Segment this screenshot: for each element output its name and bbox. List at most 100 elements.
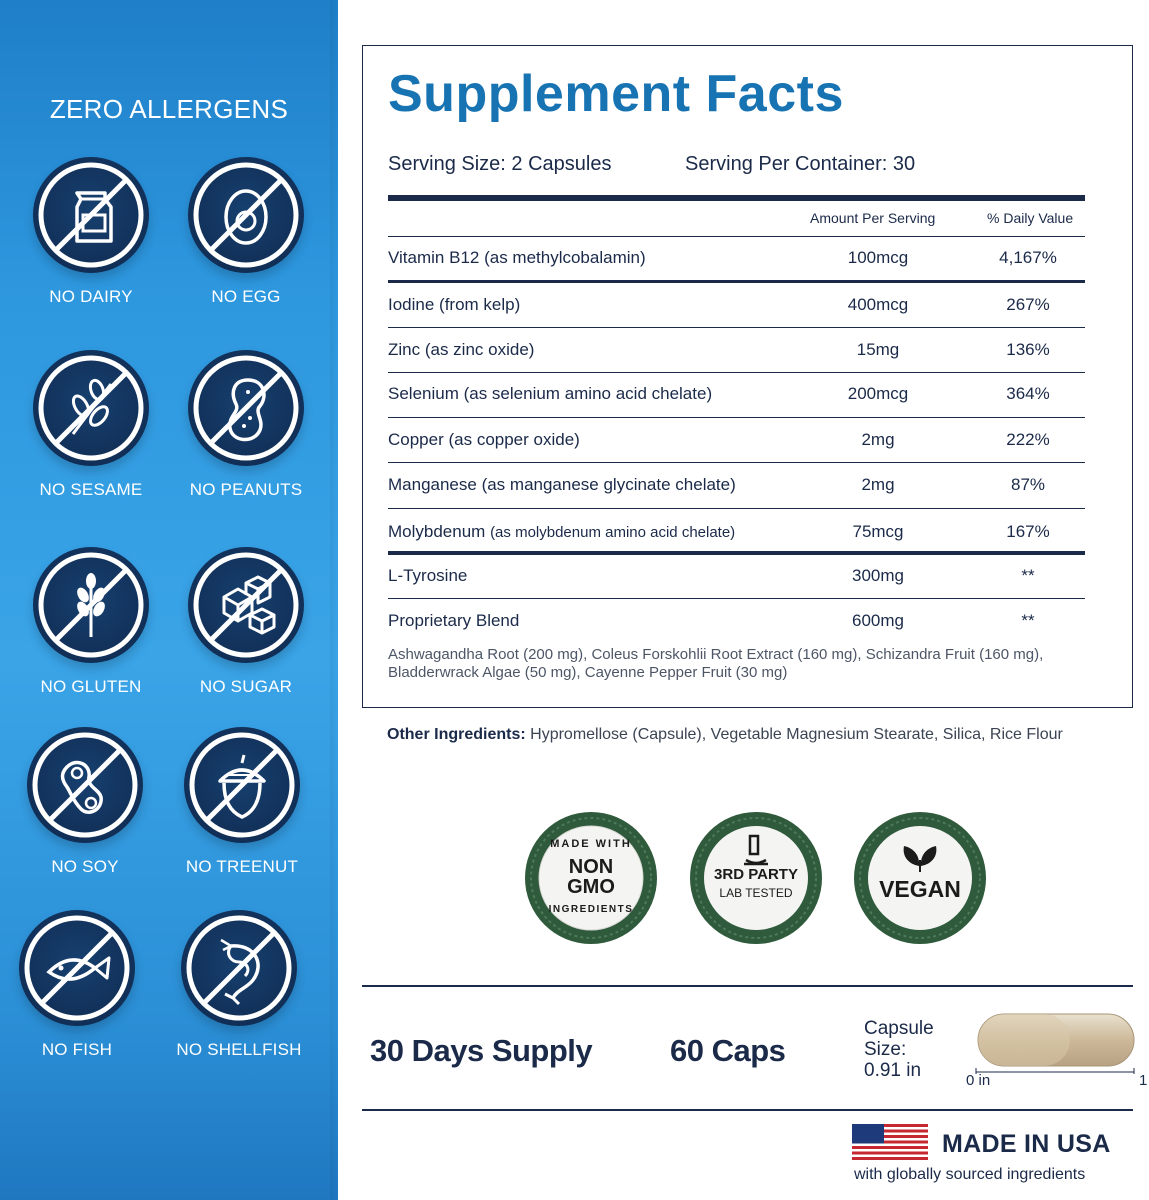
nutrient-amount: 300mg — [852, 566, 904, 585]
divider — [362, 1109, 1133, 1111]
nutrient-amount: 400mcg — [847, 295, 909, 314]
nutrient-name-wrap: Molybdenum (as molybdenum amino acid che… — [388, 522, 735, 542]
servings-per-container: Serving Per Container: 30 — [685, 153, 916, 175]
shrimp-icon — [181, 910, 297, 1026]
nutrient-daily-value: 4,167% — [999, 248, 1057, 267]
capsule-image — [975, 1013, 1135, 1074]
wheat-icon — [33, 547, 149, 663]
facts-row: Molybdenum (as molybdenum amino acid che… — [388, 522, 1085, 567]
sesame-icon — [33, 350, 149, 466]
proprietary-blend-description: Ashwagandha Root (200 mg), Coleus Forsko… — [388, 646, 1044, 681]
egg-icon — [188, 157, 304, 273]
nutrient-amount: 100mcg — [847, 248, 909, 267]
divider-thick — [388, 195, 1085, 201]
nutrient-name: Vitamin B12 (as methylcobalamin) — [388, 248, 646, 267]
seal-bottom-arc: INGREDIENTS — [548, 904, 634, 915]
milk-carton-icon — [33, 157, 149, 273]
allergen-label: NO TREENUT — [185, 857, 299, 876]
divider — [388, 462, 1085, 463]
facts-row: Manganese (as manganese glycinate chelat… — [388, 475, 1085, 520]
facts-row: Proprietary Blend 600mg ** — [388, 611, 1085, 656]
nutrient-daily-value: 267% — [1006, 295, 1050, 314]
nutrient-daily-value: ** — [1021, 611, 1035, 630]
capsule-size-line3: 0.91 in — [864, 1060, 922, 1081]
leaves-icon — [903, 846, 937, 872]
nutrient-name: Manganese (as manganese glycinate chelat… — [388, 475, 736, 494]
acorn-icon — [184, 727, 300, 843]
allergen-label: NO SESAME — [39, 480, 143, 499]
allergen-label: NO GLUTEN — [40, 677, 142, 696]
nutrient-amount: 75mcg — [852, 522, 904, 541]
other-ingredients-label: Other Ingredients: — [387, 726, 526, 743]
allergen-no-sugar: NO SUGAR — [171, 547, 321, 697]
days-supply: 30 Days Supply — [370, 1033, 593, 1068]
allergen-label: NO FISH — [41, 1040, 113, 1059]
made-in-usa-subtitle: with globally sourced ingredients — [854, 1166, 1086, 1183]
divider — [388, 372, 1085, 373]
lab-tested-seal: 3RD PARTY LAB TESTED — [686, 808, 826, 948]
nutrient-amount: 15mg — [856, 340, 900, 359]
nutrient-amount: 2mg — [861, 430, 895, 449]
nutrient-daily-value: ** — [1021, 566, 1035, 585]
divider — [388, 598, 1085, 599]
us-flag-icon — [852, 1124, 928, 1160]
nutrient-amount: 200mcg — [847, 384, 909, 403]
seal-lab-tested: LAB TESTED — [719, 886, 793, 900]
capsule-size-line1: Capsule — [864, 1018, 934, 1039]
nutrient-daily-value: 222% — [1006, 430, 1050, 449]
nutrient-amount: 600mg — [852, 611, 904, 630]
seal-gmo: GMO — [567, 876, 615, 898]
other-ingredients-value: Hypromellose (Capsule), Vegetable Magnes… — [530, 726, 1063, 743]
facts-row: Selenium (as selenium amino acid chelate… — [388, 384, 1085, 429]
divider-thick — [388, 280, 1085, 283]
divider — [388, 327, 1085, 328]
divider — [388, 508, 1085, 509]
nutrient-name: Copper (as copper oxide) — [388, 430, 580, 449]
column-header-amount: Amount Per Serving — [810, 210, 936, 226]
allergen-no-soy: NO SOY — [10, 727, 160, 877]
allergen-no-fish: NO FISH — [2, 910, 152, 1060]
allergen-label: NO DAIRY — [49, 287, 133, 306]
capsule-size: Capsule Size: 0.91 in — [864, 1018, 934, 1081]
ruler-start: 0 in — [966, 1072, 991, 1089]
allergen-no-shellfish: NO SHELLFISH — [164, 910, 314, 1060]
allergen-label: NO SHELLFISH — [176, 1040, 302, 1059]
capsule-size-line2: Size: — [864, 1039, 907, 1060]
panel-edge — [330, 0, 338, 1200]
serving-size: Serving Size: 2 Capsules — [388, 153, 612, 175]
allergen-no-treenut: NO TREENUT — [167, 727, 317, 877]
vegan-seal: VEGAN — [850, 808, 990, 948]
seal-vegan: VEGAN — [879, 876, 961, 902]
seal-top-arc: MADE WITH — [550, 838, 632, 850]
facts-row: Zinc (as zinc oxide) 15mg 136% — [388, 340, 1085, 385]
allergen-no-gluten: NO GLUTEN — [16, 547, 166, 697]
nutrient-amount: 2mg — [861, 475, 895, 494]
caps-count: 60 Caps — [670, 1033, 786, 1068]
other-ingredients: Other Ingredients: Hypromellose (Capsule… — [387, 726, 1063, 744]
allergens-title: ZERO ALLERGENS — [49, 94, 289, 124]
allergen-no-dairy: NO DAIRY — [16, 157, 166, 307]
nutrient-name: L-Tyrosine — [388, 566, 468, 585]
allergen-label: NO EGG — [211, 287, 281, 306]
facts-row: Copper (as copper oxide) 2mg 222% — [388, 430, 1085, 475]
microscope-icon — [744, 834, 768, 866]
divider — [388, 236, 1085, 237]
supplement-facts-panel: Supplement Facts Serving Size: 2 Capsule… — [362, 45, 1133, 708]
column-header-daily-value: % Daily Value — [987, 210, 1074, 226]
nutrient-daily-value: 136% — [1006, 340, 1050, 359]
fish-icon — [19, 910, 135, 1026]
allergen-no-egg: NO EGG — [171, 157, 321, 307]
nutrient-daily-value: 167% — [1006, 522, 1050, 541]
allergen-label: NO SOY — [51, 857, 119, 876]
facts-row: Vitamin B12 (as methylcobalamin) 100mcg … — [388, 248, 1085, 293]
allergen-no-peanuts: NO PEANUTS — [171, 350, 321, 500]
allergen-label: NO SUGAR — [199, 677, 293, 696]
nutrient-name: Selenium (as selenium amino acid chelate… — [388, 384, 713, 403]
supplement-facts-title: Supplement Facts — [388, 65, 844, 123]
seal-3rd-party: 3RD PARTY — [714, 866, 798, 883]
peanut-icon — [188, 350, 304, 466]
allergen-label: NO PEANUTS — [189, 480, 303, 499]
facts-row: L-Tyrosine 300mg ** — [388, 566, 1085, 611]
divider — [362, 985, 1133, 987]
nutrient-name: Molybdenum — [388, 522, 486, 541]
